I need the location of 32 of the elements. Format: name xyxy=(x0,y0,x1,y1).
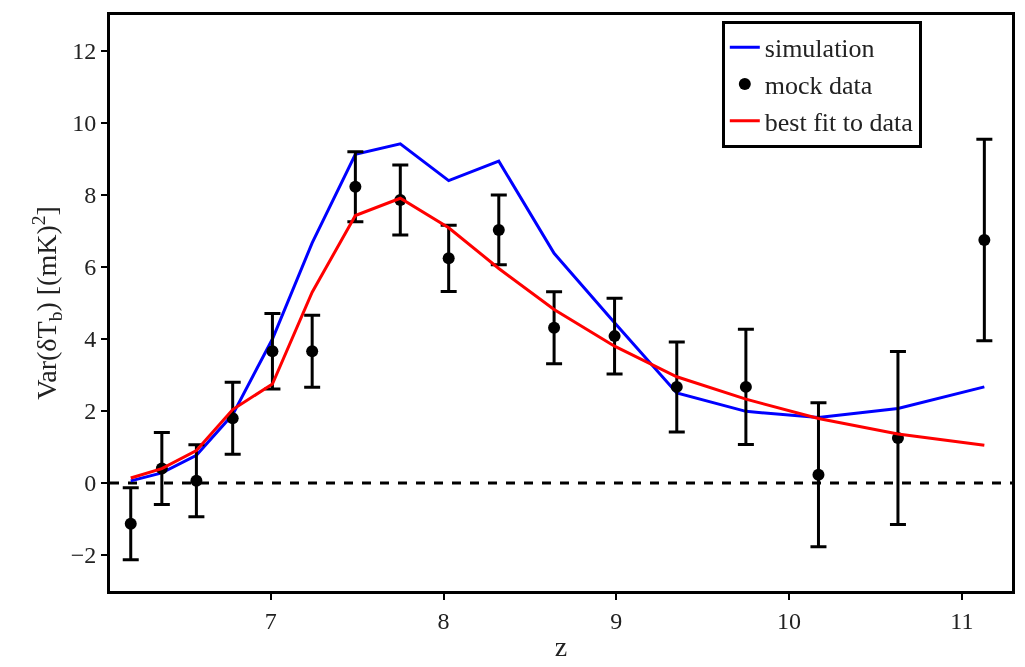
x-tick-label: 8 xyxy=(437,607,450,634)
y-tick-label: 10 xyxy=(72,110,97,137)
point xyxy=(548,321,561,334)
line-series xyxy=(129,196,986,480)
y-tick-label: 12 xyxy=(72,38,97,65)
point xyxy=(608,330,621,343)
y-tick-label: 0 xyxy=(84,470,97,497)
x-tick-label: 11 xyxy=(950,607,974,634)
point xyxy=(306,345,319,358)
line-series xyxy=(129,142,986,483)
point xyxy=(349,180,362,193)
x-tick-label: 7 xyxy=(264,607,277,634)
point xyxy=(124,517,137,530)
point xyxy=(442,252,455,265)
point xyxy=(978,234,991,246)
legend-label: best fit to data xyxy=(764,107,914,137)
point xyxy=(812,468,825,481)
point xyxy=(266,345,279,358)
y-tick-label: 8 xyxy=(84,182,97,209)
point xyxy=(190,474,203,487)
point xyxy=(492,223,505,236)
x-tick-label: 10 xyxy=(777,607,802,634)
point xyxy=(739,380,752,393)
y-tick-label: 2 xyxy=(84,398,97,425)
y-tick-label: −2 xyxy=(70,542,97,569)
y-tick-label: 4 xyxy=(84,326,97,353)
legend-label: mock data xyxy=(764,71,873,101)
legend-label: simulation xyxy=(764,34,875,64)
x-tick-label: 9 xyxy=(610,607,623,634)
point xyxy=(670,380,683,393)
x-axis-title: z xyxy=(554,630,568,662)
y-tick-label: 6 xyxy=(84,254,97,281)
